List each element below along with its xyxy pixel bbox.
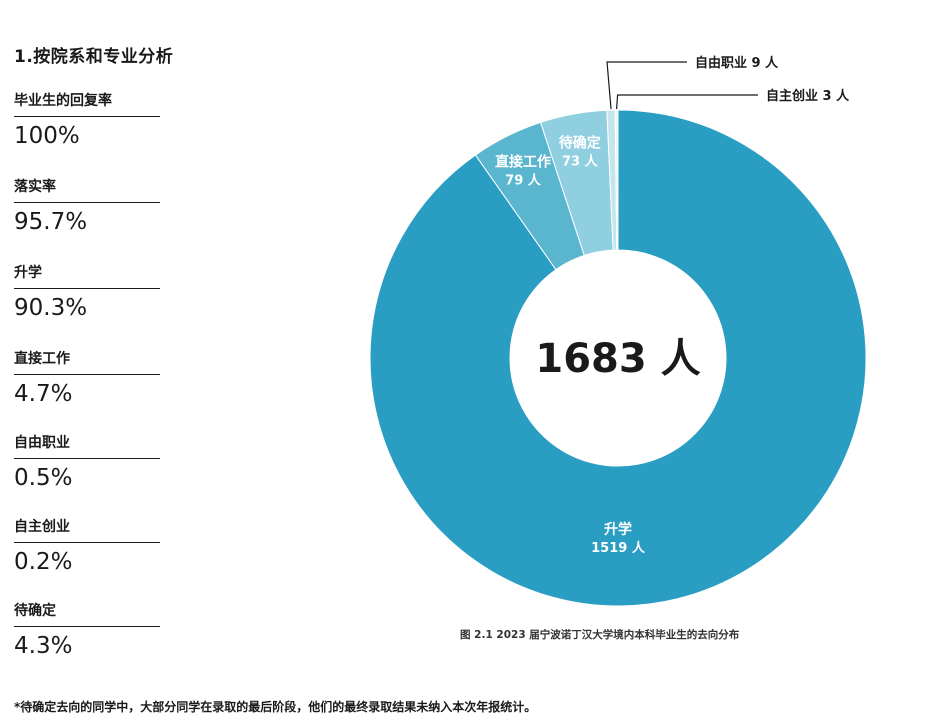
stat-label: 落实率 (14, 178, 160, 203)
slice-value-label: 73 人 (562, 153, 599, 169)
stat-entrepreneurship: 自主创业 0.2% (14, 518, 160, 602)
slice-outside-label: 自由职业 9 人 (695, 55, 779, 71)
stat-reply-rate: 毕业生的回复率 100% (14, 92, 160, 178)
stat-label: 待确定 (14, 602, 160, 627)
stat-label: 升学 (14, 264, 160, 289)
stat-value: 4.3% (14, 633, 73, 659)
stat-value: 4.7% (14, 381, 73, 407)
stat-value: 90.3% (14, 295, 88, 321)
stat-value: 95.7% (14, 209, 88, 235)
footnote: *待确定去向的同学中，大部分同学在录取的最后阶段，他们的最终录取结果未纳入本次年… (14, 700, 537, 714)
slice-value-label: 79 人 (505, 172, 542, 188)
section-title: 1.按院系和专业分析 (14, 47, 174, 67)
figure-caption: 图 2.1 2023 届宁波诺丁汉大学境内本科毕业生的去向分布 (460, 629, 740, 641)
stat-label: 直接工作 (14, 350, 160, 375)
stat-undetermined: 待确定 4.3% (14, 602, 160, 686)
leader-line (616, 94, 758, 110)
donut-slice (614, 109, 619, 251)
stat-direct-employment: 直接工作 4.7% (14, 350, 160, 434)
stats-list: 毕业生的回复率 100% 落实率 95.7% 升学 90.3% 直接工作 4.7… (14, 92, 160, 686)
stat-placement-rate: 落实率 95.7% (14, 178, 160, 264)
stat-label: 自由职业 (14, 434, 160, 459)
slice-outside-label: 自主创业 3 人 (766, 88, 850, 104)
stat-freelance: 自由职业 0.5% (14, 434, 160, 518)
stat-label: 自主创业 (14, 518, 160, 543)
slice-name-label: 直接工作 (495, 153, 551, 170)
slice-name-label: 待确定 (559, 134, 601, 151)
slice-value-label: 1519 人 (591, 540, 646, 556)
stat-value: 0.2% (14, 549, 73, 575)
center-total-label: 1683 人 (535, 336, 700, 382)
stat-label: 毕业生的回复率 (14, 92, 160, 117)
slice-name-label: 升学 (604, 521, 632, 538)
leader-line (606, 61, 687, 110)
donut-slice (369, 109, 867, 607)
stat-value: 0.5% (14, 465, 73, 491)
stat-value: 100% (14, 123, 80, 149)
stat-further-study: 升学 90.3% (14, 264, 160, 350)
